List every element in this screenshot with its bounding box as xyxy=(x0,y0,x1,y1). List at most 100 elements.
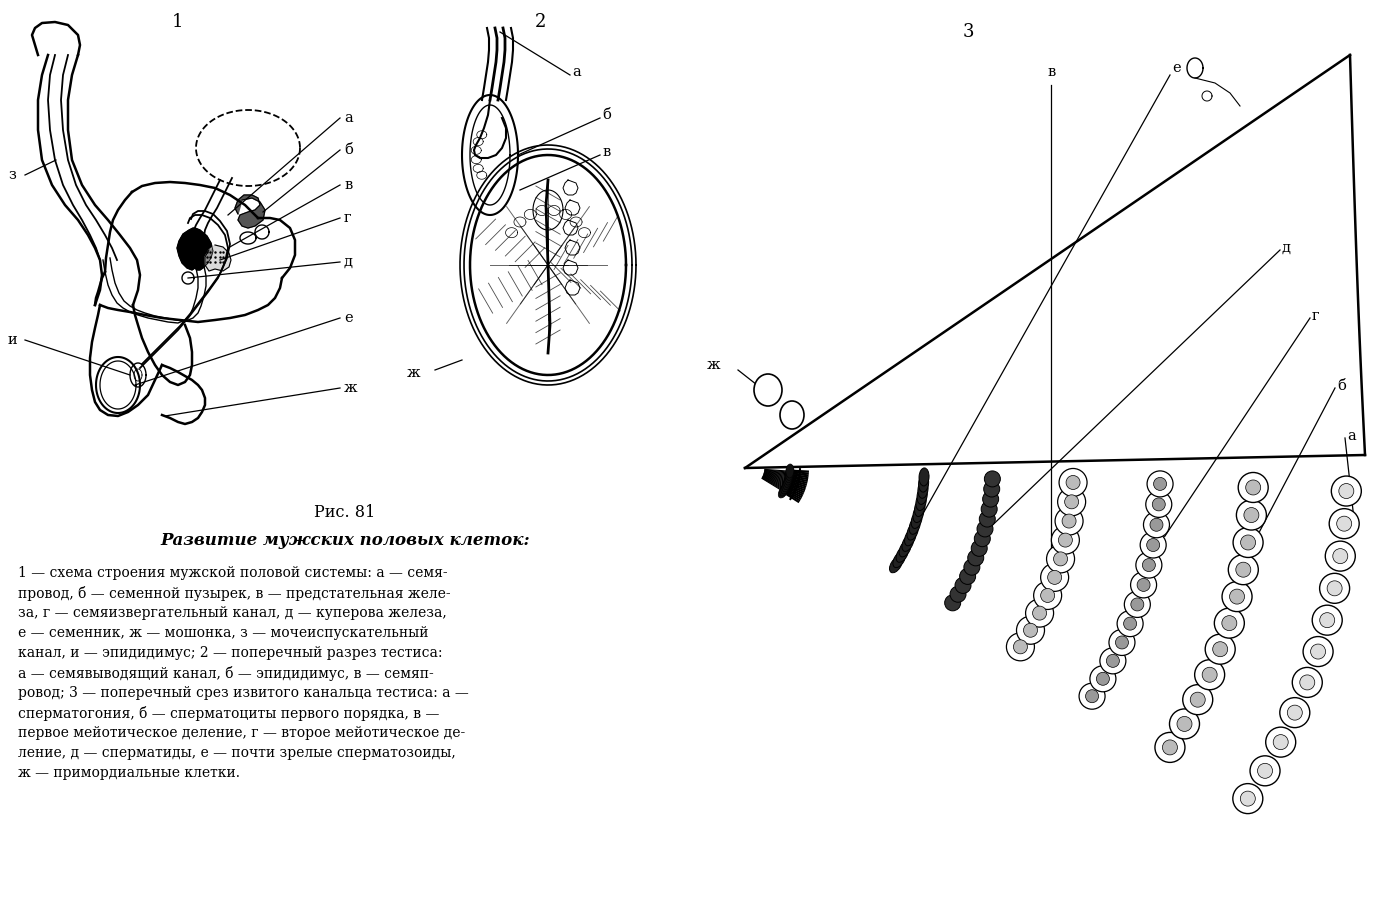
Text: б: б xyxy=(344,143,353,157)
Text: 1 — схема строения мужской половой системы: а — семя-: 1 — схема строения мужской половой систе… xyxy=(18,566,448,580)
Polygon shape xyxy=(183,272,194,284)
Ellipse shape xyxy=(1040,563,1069,591)
Ellipse shape xyxy=(1014,640,1028,654)
Ellipse shape xyxy=(780,483,790,496)
Ellipse shape xyxy=(1055,507,1083,535)
Polygon shape xyxy=(205,245,231,271)
Ellipse shape xyxy=(1332,476,1361,506)
Text: а: а xyxy=(573,65,581,79)
Ellipse shape xyxy=(1059,468,1087,496)
Ellipse shape xyxy=(1214,608,1245,638)
Ellipse shape xyxy=(1007,632,1034,661)
Ellipse shape xyxy=(1130,572,1156,598)
Ellipse shape xyxy=(1241,535,1256,550)
Ellipse shape xyxy=(1058,488,1086,516)
Ellipse shape xyxy=(1292,667,1322,697)
Ellipse shape xyxy=(1116,636,1129,649)
Ellipse shape xyxy=(1062,514,1076,528)
Ellipse shape xyxy=(1048,570,1062,584)
Ellipse shape xyxy=(1257,763,1272,779)
Text: в: в xyxy=(344,178,353,192)
Ellipse shape xyxy=(1155,733,1185,762)
Text: Рис. 81: Рис. 81 xyxy=(314,503,376,520)
Ellipse shape xyxy=(981,501,997,517)
Ellipse shape xyxy=(784,471,792,485)
Ellipse shape xyxy=(1329,509,1359,539)
Ellipse shape xyxy=(1147,471,1173,497)
Ellipse shape xyxy=(914,499,925,517)
Polygon shape xyxy=(177,228,213,270)
Ellipse shape xyxy=(1147,538,1160,552)
Ellipse shape xyxy=(1135,552,1162,578)
Ellipse shape xyxy=(780,401,804,429)
Text: е: е xyxy=(344,311,353,325)
Text: провод, б — семенной пузырек, в — предстательная желе-: провод, б — семенной пузырек, в — предст… xyxy=(18,586,451,601)
Ellipse shape xyxy=(899,540,911,557)
Text: д: д xyxy=(1282,241,1290,255)
Text: а: а xyxy=(344,111,353,125)
Ellipse shape xyxy=(1017,616,1044,644)
Text: б: б xyxy=(1337,379,1346,393)
Ellipse shape xyxy=(983,481,1000,497)
Ellipse shape xyxy=(985,471,1000,487)
Ellipse shape xyxy=(979,511,996,527)
Ellipse shape xyxy=(909,517,920,535)
Ellipse shape xyxy=(902,535,914,552)
Ellipse shape xyxy=(1221,615,1236,631)
Ellipse shape xyxy=(1023,623,1037,637)
Text: г: г xyxy=(1312,309,1319,323)
Ellipse shape xyxy=(960,569,975,585)
Ellipse shape xyxy=(1142,559,1155,571)
Ellipse shape xyxy=(1066,475,1080,490)
Ellipse shape xyxy=(1303,637,1333,666)
Ellipse shape xyxy=(1311,644,1325,659)
Ellipse shape xyxy=(1250,756,1281,786)
Ellipse shape xyxy=(1229,589,1245,604)
Ellipse shape xyxy=(1333,549,1348,563)
Ellipse shape xyxy=(783,476,792,490)
Text: ж: ж xyxy=(407,366,420,380)
Ellipse shape xyxy=(1246,480,1261,495)
Ellipse shape xyxy=(1195,660,1225,690)
Ellipse shape xyxy=(918,481,928,498)
Ellipse shape xyxy=(1124,591,1151,617)
Ellipse shape xyxy=(1106,654,1119,667)
Ellipse shape xyxy=(781,481,790,494)
Ellipse shape xyxy=(1047,544,1075,573)
Ellipse shape xyxy=(1137,579,1151,591)
Ellipse shape xyxy=(911,511,922,528)
Ellipse shape xyxy=(971,540,987,556)
Ellipse shape xyxy=(1182,684,1213,715)
Text: ление, д — сперматиды, е — почти зрелые сперматозоиды,: ление, д — сперматиды, е — почти зрелые … xyxy=(18,746,456,760)
Text: е: е xyxy=(1171,61,1181,75)
Ellipse shape xyxy=(1054,552,1068,566)
Ellipse shape xyxy=(1288,705,1303,720)
Ellipse shape xyxy=(1177,717,1192,731)
Ellipse shape xyxy=(1117,611,1144,637)
Ellipse shape xyxy=(974,531,990,546)
Ellipse shape xyxy=(968,550,983,566)
Text: и: и xyxy=(8,333,18,347)
Ellipse shape xyxy=(1241,791,1256,806)
Ellipse shape xyxy=(1123,617,1137,630)
Ellipse shape xyxy=(964,559,981,575)
Ellipse shape xyxy=(1058,533,1072,547)
Ellipse shape xyxy=(1040,588,1055,603)
Ellipse shape xyxy=(1232,784,1263,814)
Text: ровод; 3 — поперечный срез извитого канальца тестиса: а —: ровод; 3 — поперечный срез извитого кана… xyxy=(18,686,469,700)
Text: 1: 1 xyxy=(173,13,184,31)
Text: г: г xyxy=(344,211,351,225)
Ellipse shape xyxy=(1170,709,1199,739)
Ellipse shape xyxy=(889,557,902,573)
Ellipse shape xyxy=(1339,483,1354,499)
Ellipse shape xyxy=(784,474,792,487)
Ellipse shape xyxy=(786,466,794,481)
Ellipse shape xyxy=(1051,527,1079,554)
Ellipse shape xyxy=(786,469,794,483)
Ellipse shape xyxy=(1097,672,1109,685)
Ellipse shape xyxy=(1145,492,1171,518)
Text: ж — примордиальные клетки.: ж — примордиальные клетки. xyxy=(18,766,241,780)
Ellipse shape xyxy=(893,552,906,568)
Text: з: з xyxy=(8,168,15,182)
Ellipse shape xyxy=(976,521,993,537)
